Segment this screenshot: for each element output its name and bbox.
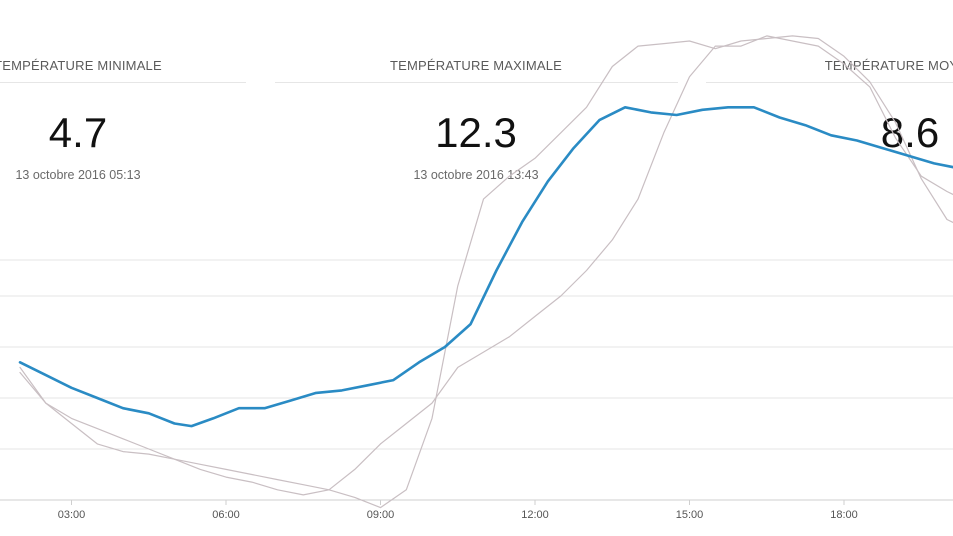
series-line-main [18, 106, 953, 428]
series-line-1 [19, 35, 953, 509]
stat-max-divider [275, 82, 678, 83]
x-tick-label-5: 18:00 [830, 509, 858, 521]
stat-avg-divider [706, 82, 953, 83]
stat-min-label: TEMPÉRATURE MINIMALE [0, 58, 162, 73]
stat-min-value: 4.7 [48, 109, 108, 156]
x-tick-label-4: 15:00 [676, 509, 704, 521]
stat-max-label: TEMPÉRATURE MAXIMALE [389, 58, 563, 73]
x-tick-label-1: 06:00 [212, 509, 240, 521]
stat-min-divider [0, 82, 246, 83]
chart-series [18, 35, 953, 509]
x-tick-label-2: 09:00 [367, 509, 395, 521]
stat-avg-value: 8.6 [880, 109, 940, 156]
x-tick-label-3: 12:00 [521, 509, 549, 521]
x-tick-label-0: 03:00 [58, 509, 86, 521]
chart-grid [0, 259, 953, 501]
stat-max-value: 12.3 [435, 109, 517, 156]
series-line-2 [19, 35, 953, 496]
stat-min-time: 13 octobre 2016 05:13 [15, 168, 141, 182]
